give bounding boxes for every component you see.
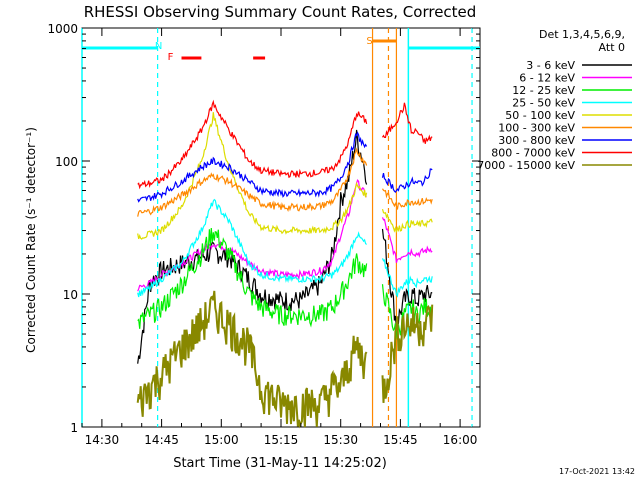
timestamp: 17-Oct-2021 13:42 xyxy=(559,467,635,476)
series-3-trace-part1 xyxy=(381,258,433,298)
x-tick-label: 15:00 xyxy=(204,433,239,447)
y-tick-label: 1 xyxy=(70,421,78,435)
legend-label: 25 - 50 keV xyxy=(512,97,575,110)
plot-frame xyxy=(81,27,481,428)
legend-label: 7000 - 15000 keV xyxy=(477,159,575,172)
annotation-f: F xyxy=(168,52,174,63)
x-tick-label: 14:30 xyxy=(85,433,120,447)
series-8-trace-part1 xyxy=(381,304,434,403)
x-axis-label: Start Time (31-May-11 14:25:02) xyxy=(173,456,387,471)
legend-label: 100 - 300 keV xyxy=(498,122,575,135)
event-overlays: NF S xyxy=(81,28,480,427)
legend-label: 3 - 6 keV xyxy=(526,59,575,72)
series-layer xyxy=(136,99,434,429)
annotation-s: S xyxy=(366,36,372,47)
series-7-trace-part1 xyxy=(381,102,433,144)
y-tick-label: 10 xyxy=(63,288,78,302)
legend-label: 6 - 12 keV xyxy=(519,72,575,85)
x-tick-label: 14:45 xyxy=(144,433,179,447)
series-2-trace-part1 xyxy=(381,284,433,340)
legend-title-line1: Det 1,3,4,5,6,9, xyxy=(539,28,625,41)
legend-label: 300 - 800 keV xyxy=(498,134,575,147)
annotation-n: N xyxy=(155,41,162,52)
series-2-trace-part0 xyxy=(137,227,368,329)
legend-label: 12 - 25 keV xyxy=(512,84,575,97)
x-tick-label: 15:15 xyxy=(264,433,299,447)
series-1-trace-part0 xyxy=(137,179,367,292)
series-5-trace-part1 xyxy=(381,188,433,210)
x-tick-label: 15:30 xyxy=(323,433,358,447)
y-axis-label: Corrected Count Rate (s⁻¹ detector⁻¹) xyxy=(24,127,38,353)
series-4-trace-part1 xyxy=(381,208,433,233)
legend-title-line2: Att 0 xyxy=(599,41,625,54)
y-tick-label: 100 xyxy=(55,155,78,169)
x-tick-label: 15:45 xyxy=(383,433,418,447)
series-0-trace-part1 xyxy=(381,228,433,329)
series-8-trace-part0 xyxy=(136,290,368,429)
series-6-trace-part0 xyxy=(137,131,368,203)
series-1-trace-part1 xyxy=(381,217,433,263)
series-3-trace-part0 xyxy=(137,198,368,298)
legend-label: 800 - 7000 keV xyxy=(491,147,575,160)
series-5-trace-part0 xyxy=(137,147,368,217)
series-4-trace-part0 xyxy=(137,112,368,240)
chart-title: RHESSI Observing Summary Count Rates, Co… xyxy=(84,3,477,21)
series-7-trace-part0 xyxy=(137,99,368,190)
axes-layer: 14:30 14:45 15:00 15:15 15:30 15:45 16:00 1 10 10… xyxy=(47,22,481,447)
legend-label: 50 - 100 keV xyxy=(505,109,575,122)
x-tick-label: 16:00 xyxy=(443,433,478,447)
y-tick-label: 1000 xyxy=(47,22,78,36)
series-6-trace-part1 xyxy=(381,168,433,194)
